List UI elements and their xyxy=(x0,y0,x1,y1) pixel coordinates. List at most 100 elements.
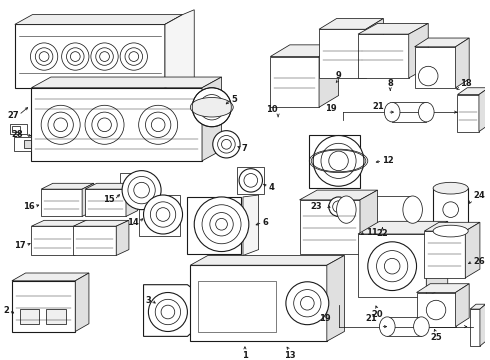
Text: 4: 4 xyxy=(269,183,274,192)
Polygon shape xyxy=(479,88,489,132)
Ellipse shape xyxy=(379,317,395,336)
Circle shape xyxy=(202,205,241,244)
Polygon shape xyxy=(85,189,126,216)
Polygon shape xyxy=(456,38,469,88)
Bar xyxy=(12,126,20,132)
Polygon shape xyxy=(416,284,469,292)
Bar xyxy=(46,309,66,324)
Ellipse shape xyxy=(337,196,356,223)
Polygon shape xyxy=(409,23,428,78)
Circle shape xyxy=(199,95,224,120)
Polygon shape xyxy=(327,256,344,341)
Circle shape xyxy=(144,195,183,234)
Text: 16: 16 xyxy=(23,202,34,211)
Circle shape xyxy=(99,52,109,62)
Polygon shape xyxy=(144,285,195,336)
Polygon shape xyxy=(41,183,94,189)
Circle shape xyxy=(239,169,263,192)
Circle shape xyxy=(192,88,231,127)
Polygon shape xyxy=(424,231,465,278)
Polygon shape xyxy=(299,200,360,253)
Polygon shape xyxy=(75,273,89,332)
Text: 27: 27 xyxy=(7,111,19,120)
Circle shape xyxy=(146,112,171,138)
Ellipse shape xyxy=(384,102,400,122)
Polygon shape xyxy=(458,95,479,132)
Circle shape xyxy=(30,43,58,70)
Bar xyxy=(198,281,276,332)
Polygon shape xyxy=(270,57,319,107)
Polygon shape xyxy=(74,226,116,256)
Circle shape xyxy=(161,305,175,319)
Polygon shape xyxy=(456,284,469,327)
Polygon shape xyxy=(358,234,426,297)
Polygon shape xyxy=(243,195,259,256)
Circle shape xyxy=(155,299,181,325)
Circle shape xyxy=(286,282,329,325)
Bar xyxy=(20,309,39,324)
Circle shape xyxy=(300,296,314,310)
Polygon shape xyxy=(358,34,409,78)
Circle shape xyxy=(139,105,178,144)
Circle shape xyxy=(443,202,459,217)
Polygon shape xyxy=(165,10,194,88)
Circle shape xyxy=(148,292,187,332)
Polygon shape xyxy=(470,304,486,309)
Circle shape xyxy=(85,105,124,144)
Text: 19: 19 xyxy=(319,314,331,323)
Polygon shape xyxy=(466,222,480,278)
Text: 7: 7 xyxy=(241,144,247,153)
Polygon shape xyxy=(85,183,138,189)
Polygon shape xyxy=(14,136,31,151)
Text: 19: 19 xyxy=(325,104,337,113)
Text: 22: 22 xyxy=(376,230,388,238)
Circle shape xyxy=(376,251,408,282)
Polygon shape xyxy=(126,183,138,216)
Circle shape xyxy=(35,48,53,65)
Polygon shape xyxy=(360,190,377,253)
Ellipse shape xyxy=(433,182,468,194)
Polygon shape xyxy=(31,77,221,88)
Text: 13: 13 xyxy=(284,351,295,360)
Text: 6: 6 xyxy=(263,218,269,227)
Polygon shape xyxy=(358,221,448,234)
Text: 18: 18 xyxy=(461,79,472,88)
Circle shape xyxy=(368,242,416,291)
Circle shape xyxy=(134,182,149,198)
Circle shape xyxy=(313,135,364,186)
Circle shape xyxy=(156,208,170,221)
Text: 28: 28 xyxy=(11,130,23,139)
Ellipse shape xyxy=(433,225,468,237)
Polygon shape xyxy=(31,226,74,256)
Circle shape xyxy=(39,52,49,62)
Text: 23: 23 xyxy=(310,202,322,211)
Circle shape xyxy=(205,100,219,114)
Circle shape xyxy=(194,197,249,252)
Text: 2: 2 xyxy=(3,306,9,315)
Circle shape xyxy=(54,118,68,132)
Circle shape xyxy=(125,48,143,65)
Text: 8: 8 xyxy=(387,79,393,88)
Polygon shape xyxy=(31,220,87,226)
Polygon shape xyxy=(270,45,339,57)
Polygon shape xyxy=(470,309,480,346)
Bar xyxy=(120,172,149,208)
Polygon shape xyxy=(165,15,183,88)
Circle shape xyxy=(120,43,147,70)
Circle shape xyxy=(151,118,165,132)
Polygon shape xyxy=(15,24,165,88)
Text: 14: 14 xyxy=(127,218,139,227)
Polygon shape xyxy=(415,47,456,88)
Circle shape xyxy=(98,118,111,132)
Bar xyxy=(24,140,31,148)
Polygon shape xyxy=(416,292,456,327)
Text: 21: 21 xyxy=(366,314,378,323)
Polygon shape xyxy=(426,221,448,297)
Polygon shape xyxy=(190,265,327,341)
Bar xyxy=(187,197,241,253)
Polygon shape xyxy=(82,183,94,216)
Circle shape xyxy=(122,171,161,210)
Circle shape xyxy=(91,43,118,70)
Bar xyxy=(237,167,265,194)
Polygon shape xyxy=(31,88,202,161)
